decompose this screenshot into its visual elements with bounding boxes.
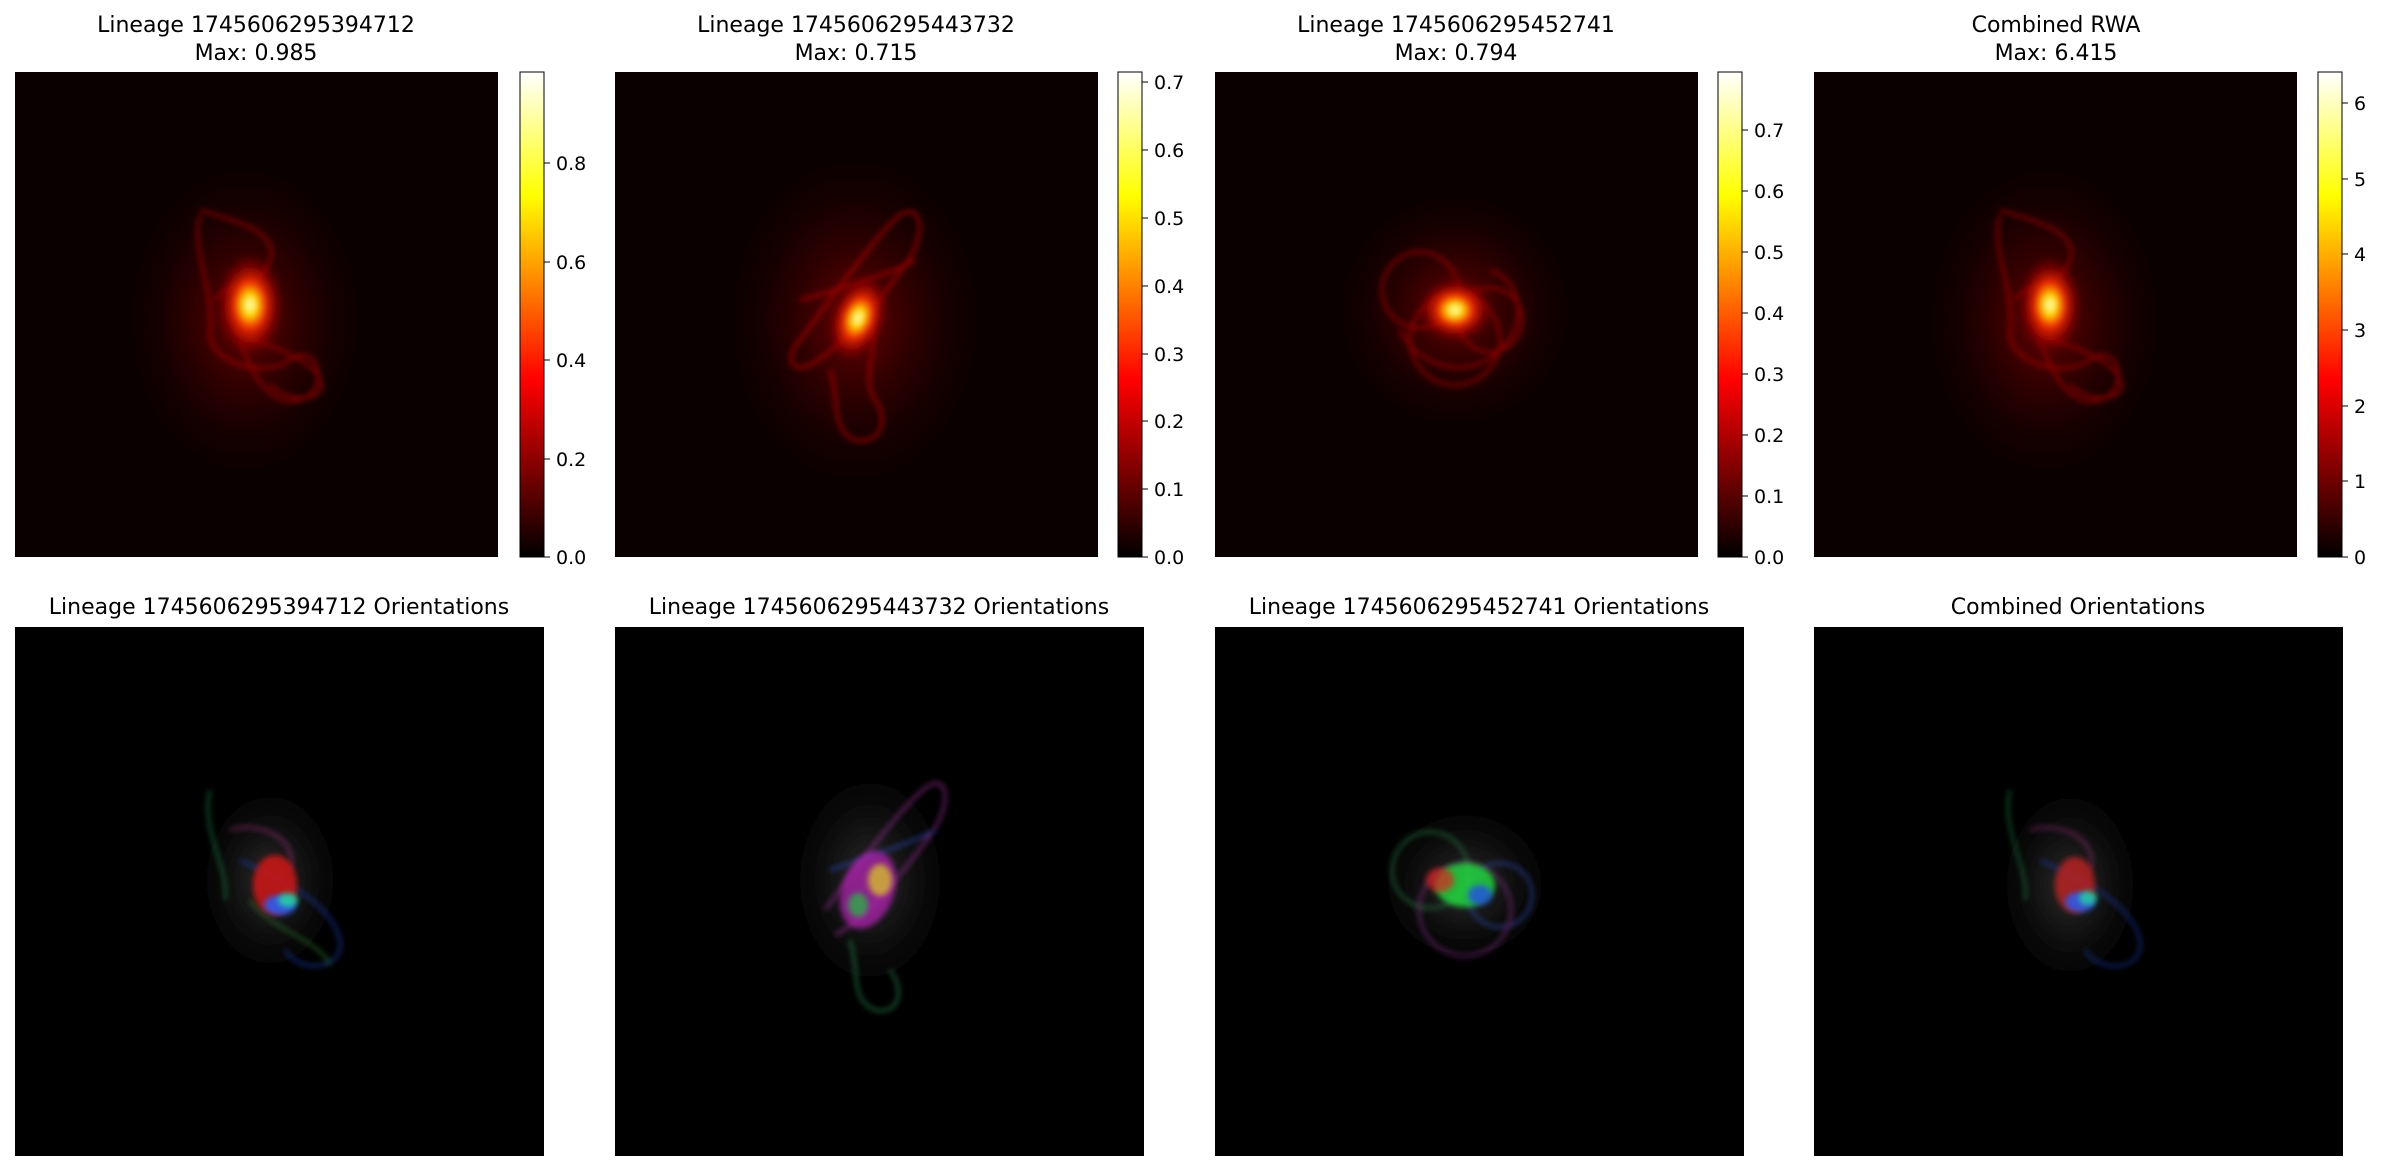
colorbar-tick-label: 0.1 [1154, 479, 1184, 501]
orientation-image [15, 627, 544, 1156]
colorbar-tick-label: 0.4 [1754, 303, 1784, 325]
heatmap-image [615, 72, 1098, 557]
colorbar-tick-label: 0.6 [1154, 140, 1184, 162]
panel-title: Combined Orientations [1951, 595, 2205, 620]
panel-subtitle: Max: 0.794 [1395, 41, 1518, 66]
colorbar-tick-label: 0.2 [1754, 425, 1784, 447]
colorbar-tick-label: 0.3 [1754, 364, 1784, 386]
colorbar-tick-label: 0.5 [1754, 242, 1784, 264]
colorbar-tick-label: 0.5 [1154, 208, 1184, 230]
colorbar-tick-label: 0.0 [556, 547, 586, 569]
panel-rwa-1: Lineage 1745606295394712 Max: 0.985 0.0 … [15, 13, 586, 569]
colorbar-tick-label: 5 [2354, 169, 2366, 191]
colorbar-ticks: 0.0 0.2 0.4 0.6 0.8 [544, 153, 586, 569]
colorbar-ticks: 0.0 0.1 0.2 0.3 0.4 0.5 0.6 0.7 [1142, 72, 1184, 569]
panel-rwa-combined: Combined RWA Max: 6.415 0 1 2 3 4 5 6 [1814, 13, 2366, 569]
colorbar-tick-label: 1 [2354, 471, 2366, 493]
panel-subtitle: Max: 0.715 [795, 41, 918, 66]
panel-orientation-2: Lineage 1745606295443732 Orientations [615, 595, 1144, 1156]
heatmap-image [15, 72, 498, 557]
panel-title: Lineage 1745606295443732 [697, 13, 1015, 38]
panel-orientation-combined: Combined Orientations [1814, 595, 2343, 1156]
colorbar-tick-label: 0.3 [1154, 344, 1184, 366]
colorbar-tick-label: 0 [2354, 547, 2366, 569]
colorbar-tick-label: 0.2 [1154, 411, 1184, 433]
colorbar-tick-label: 0.0 [1754, 547, 1784, 569]
colorbar-tick-label: 0.7 [1154, 72, 1184, 94]
orientation-image [615, 627, 1144, 1156]
panel-orientation-1: Lineage 1745606295394712 Orientations [15, 595, 544, 1156]
panel-orientation-3: Lineage 1745606295452741 Orientations [1215, 595, 1744, 1156]
orientation-image [1814, 627, 2343, 1156]
panel-subtitle: Max: 0.985 [195, 41, 318, 66]
colorbar-tick-label: 3 [2354, 320, 2366, 342]
colorbar-tick-label: 6 [2354, 93, 2366, 115]
colorbar-tick-label: 0.4 [556, 350, 586, 372]
colorbar-tick-label: 0.4 [1154, 276, 1184, 298]
colorbar-tick-label: 0.2 [556, 449, 586, 471]
panel-rwa-3: Lineage 1745606295452741 Max: 0.794 0.0 … [1215, 13, 1784, 569]
colorbar-ticks: 0.0 0.1 0.2 0.3 0.4 0.5 0.6 0.7 [1742, 120, 1784, 569]
heatmap-image [1215, 72, 1698, 557]
panel-title: Lineage 1745606295452741 [1297, 13, 1615, 38]
panel-title: Combined RWA [1972, 13, 2141, 38]
colorbar: 0.0 0.2 0.4 0.6 0.8 [519, 71, 586, 569]
colorbar-tick-label: 0.1 [1754, 486, 1784, 508]
orientation-image [1215, 627, 1744, 1156]
colorbar-tick-label: 0.0 [1154, 547, 1184, 569]
colorbar-ticks: 0 1 2 3 4 5 6 [2342, 93, 2366, 569]
colorbar: 0 1 2 3 4 5 6 [2317, 71, 2366, 569]
colorbar-tick-label: 0.6 [1754, 181, 1784, 203]
colorbar-tick-label: 0.7 [1754, 120, 1784, 142]
panel-subtitle: Max: 6.415 [1995, 41, 2118, 66]
panel-title: Lineage 1745606295443732 Orientations [649, 595, 1109, 620]
panel-rwa-2: Lineage 1745606295443732 Max: 0.715 0.0 … [615, 13, 1184, 569]
heatmap-image [1814, 72, 2297, 557]
panel-title: Lineage 1745606295452741 Orientations [1249, 595, 1709, 620]
colorbar-tick-label: 4 [2354, 244, 2366, 266]
colorbar: 0.0 0.1 0.2 0.3 0.4 0.5 0.6 0.7 [1117, 71, 1184, 569]
colorbar: 0.0 0.1 0.2 0.3 0.4 0.5 0.6 0.7 [1717, 71, 1784, 569]
colorbar-tick-label: 0.8 [556, 153, 586, 175]
panel-title: Lineage 1745606295394712 Orientations [49, 595, 509, 620]
colorbar-tick-label: 0.6 [556, 252, 586, 274]
panel-title: Lineage 1745606295394712 [97, 13, 415, 38]
colorbar-tick-label: 2 [2354, 396, 2366, 418]
